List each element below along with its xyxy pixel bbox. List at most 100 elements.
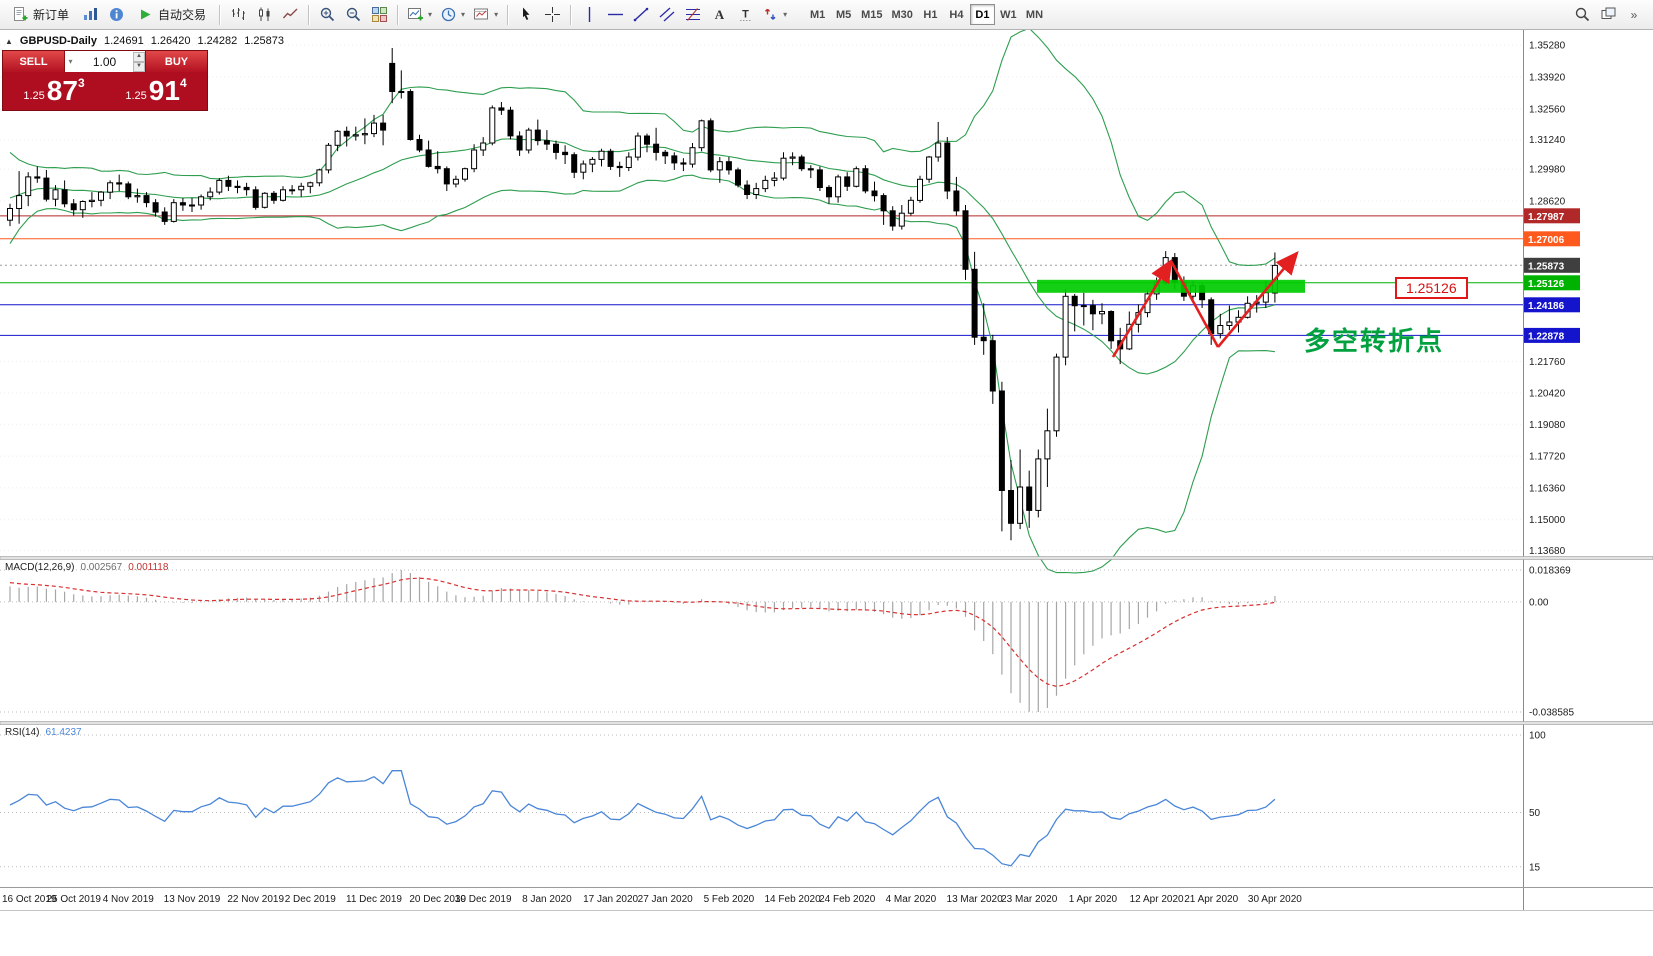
volume-stepper: ▲ ▼ — [133, 51, 145, 72]
new-order-button[interactable]: 新订单 — [4, 3, 77, 27]
volume-up-button[interactable]: ▲ — [133, 51, 145, 62]
svg-text:100: 100 — [1529, 731, 1546, 742]
timeframe-mn-button[interactable]: MN — [1022, 4, 1047, 25]
tile-windows-icon — [371, 6, 388, 23]
svg-text:13 Nov 2019: 13 Nov 2019 — [164, 894, 221, 905]
gridlines-layer — [0, 44, 1523, 552]
svg-text:1.19080: 1.19080 — [1529, 420, 1566, 431]
periods-dropdown-button[interactable]: ▾ — [436, 3, 469, 27]
chart-canvas[interactable]: 1.35280 1.33920 1.32560 1.31240 1.29980 1.286… — [0, 30, 1653, 956]
buy-price-display[interactable]: 1.25 91 4 — [125, 75, 187, 106]
autotrading-button[interactable]: 自动交易 — [129, 3, 214, 27]
main-toolbar: 新订单 自动交易 — [0, 0, 1653, 30]
bar-chart-button[interactable] — [225, 3, 251, 27]
text-label-button[interactable]: T — [732, 3, 758, 27]
one-click-trading-widget: SELL ▾ ▲ ▼ BUY 1.25 87 3 1.25 91 4 — [2, 50, 208, 111]
chevron-down-icon: ▾ — [461, 9, 466, 19]
timeframe-m30-button[interactable]: M30 — [888, 4, 917, 25]
svg-text:-0.038585: -0.038585 — [1529, 708, 1574, 719]
svg-text:11 Dec 2019: 11 Dec 2019 — [346, 894, 402, 905]
support-price-label: 1.25126 — [1395, 277, 1468, 299]
timeframe-h1-button[interactable]: H1 — [918, 4, 943, 25]
svg-text:23 Mar 2020: 23 Mar 2020 — [1001, 894, 1058, 905]
svg-text:1.35280: 1.35280 — [1529, 41, 1566, 52]
tile-windows-button[interactable] — [366, 3, 392, 27]
svg-text:1.15000: 1.15000 — [1529, 515, 1566, 526]
toolbar-right-group: » — [1569, 3, 1647, 27]
cursor-button[interactable] — [513, 3, 539, 27]
cursor-icon — [518, 6, 535, 23]
sell-price-display[interactable]: 1.25 87 3 — [23, 75, 85, 106]
toolbar-more-button[interactable]: » — [1621, 3, 1647, 27]
timeframe-toolbar: M1 M5 M15 M30 H1 H4 D1 W1 MN — [805, 4, 1047, 25]
search-button[interactable] — [1569, 3, 1595, 27]
equidistant-channel-button[interactable] — [654, 3, 680, 27]
text-button[interactable]: A — [706, 3, 732, 27]
new-order-label: 新订单 — [33, 8, 70, 22]
one-click-collapse-icon[interactable]: ▲ — [5, 36, 13, 46]
svg-text:4 Mar 2020: 4 Mar 2020 — [886, 894, 937, 905]
buy-button[interactable]: BUY — [145, 51, 207, 72]
arrows-dropdown-button[interactable]: ▾ — [758, 3, 791, 27]
volume-dropdown-icon[interactable]: ▾ — [68, 57, 73, 66]
line-chart-button[interactable] — [277, 3, 303, 27]
crosshair-button[interactable] — [539, 3, 565, 27]
trendline-button[interactable] — [628, 3, 654, 27]
text-label-icon: T — [737, 6, 754, 23]
timeframe-w1-button[interactable]: W1 — [996, 4, 1021, 25]
new-chart-button[interactable]: ▾ — [403, 3, 436, 27]
timeframe-m1-button[interactable]: M1 — [805, 4, 830, 25]
volume-down-button[interactable]: ▼ — [133, 61, 145, 72]
bollinger-bands — [9, 30, 1276, 574]
market-watch-button[interactable] — [77, 3, 103, 27]
svg-text:1.31240: 1.31240 — [1529, 135, 1566, 146]
new-order-icon — [12, 6, 29, 23]
zoom-out-icon — [345, 6, 362, 23]
svg-text:21 Apr 2020: 21 Apr 2020 — [1184, 894, 1238, 905]
close-value: 1.25873 — [244, 35, 285, 47]
macd-signal-value: 0.001118 — [128, 562, 169, 573]
svg-text:30 Apr 2020: 30 Apr 2020 — [1248, 894, 1302, 905]
new-chart-icon — [407, 6, 424, 23]
timeframe-m15-button[interactable]: M15 — [857, 4, 886, 25]
symbol-name: GBPUSD-Daily — [19, 35, 97, 47]
svg-text:1.20420: 1.20420 — [1529, 388, 1566, 399]
svg-text:4 Nov 2019: 4 Nov 2019 — [103, 894, 155, 905]
svg-text:1.32560: 1.32560 — [1529, 104, 1566, 115]
macd-panel: 0.018369 0.00 -0.038585 — [0, 566, 1574, 719]
high-value: 1.26420 — [150, 35, 191, 47]
templates-dropdown-button[interactable]: ▾ — [469, 3, 502, 27]
volume-input[interactable] — [76, 54, 133, 69]
chart-windows-button[interactable] — [1595, 3, 1621, 27]
autotrading-label: 自动交易 — [158, 8, 207, 22]
timeframe-m5-button[interactable]: M5 — [831, 4, 856, 25]
bar-chart-icon — [230, 6, 247, 23]
pivot-annotation: 多空转折点 — [1304, 326, 1445, 356]
timeframe-d1-button[interactable]: D1 — [969, 4, 995, 25]
horizontal-line-button[interactable] — [602, 3, 628, 27]
candlestick-chart-button[interactable] — [251, 3, 277, 27]
open-value: 1.24691 — [103, 35, 144, 47]
more-icon: » — [1630, 7, 1638, 22]
svg-text:1.33920: 1.33920 — [1529, 72, 1566, 83]
sell-button[interactable]: SELL — [3, 51, 65, 72]
fibonacci-icon — [685, 6, 702, 23]
chevron-down-icon: ▾ — [494, 9, 499, 19]
svg-text:22 Nov 2019: 22 Nov 2019 — [227, 894, 284, 905]
svg-text:1 Apr 2020: 1 Apr 2020 — [1069, 894, 1118, 905]
zoom-in-button[interactable] — [314, 3, 340, 27]
market-watch-icon — [82, 6, 99, 23]
rsi-indicator-title: RSI(14) 61.4237 — [5, 727, 82, 738]
help-button[interactable] — [103, 3, 129, 27]
timeframe-h4-button[interactable]: H4 — [944, 4, 969, 25]
vertical-line-button[interactable] — [576, 3, 602, 27]
horizontal-line-icon — [607, 6, 624, 23]
clock-icon — [440, 6, 457, 23]
svg-text:1.25126: 1.25126 — [1528, 279, 1565, 290]
svg-text:1.21760: 1.21760 — [1529, 357, 1566, 368]
svg-text:8 Jan 2020: 8 Jan 2020 — [522, 894, 572, 905]
zoom-out-button[interactable] — [340, 3, 366, 27]
fibonacci-button[interactable] — [680, 3, 706, 27]
